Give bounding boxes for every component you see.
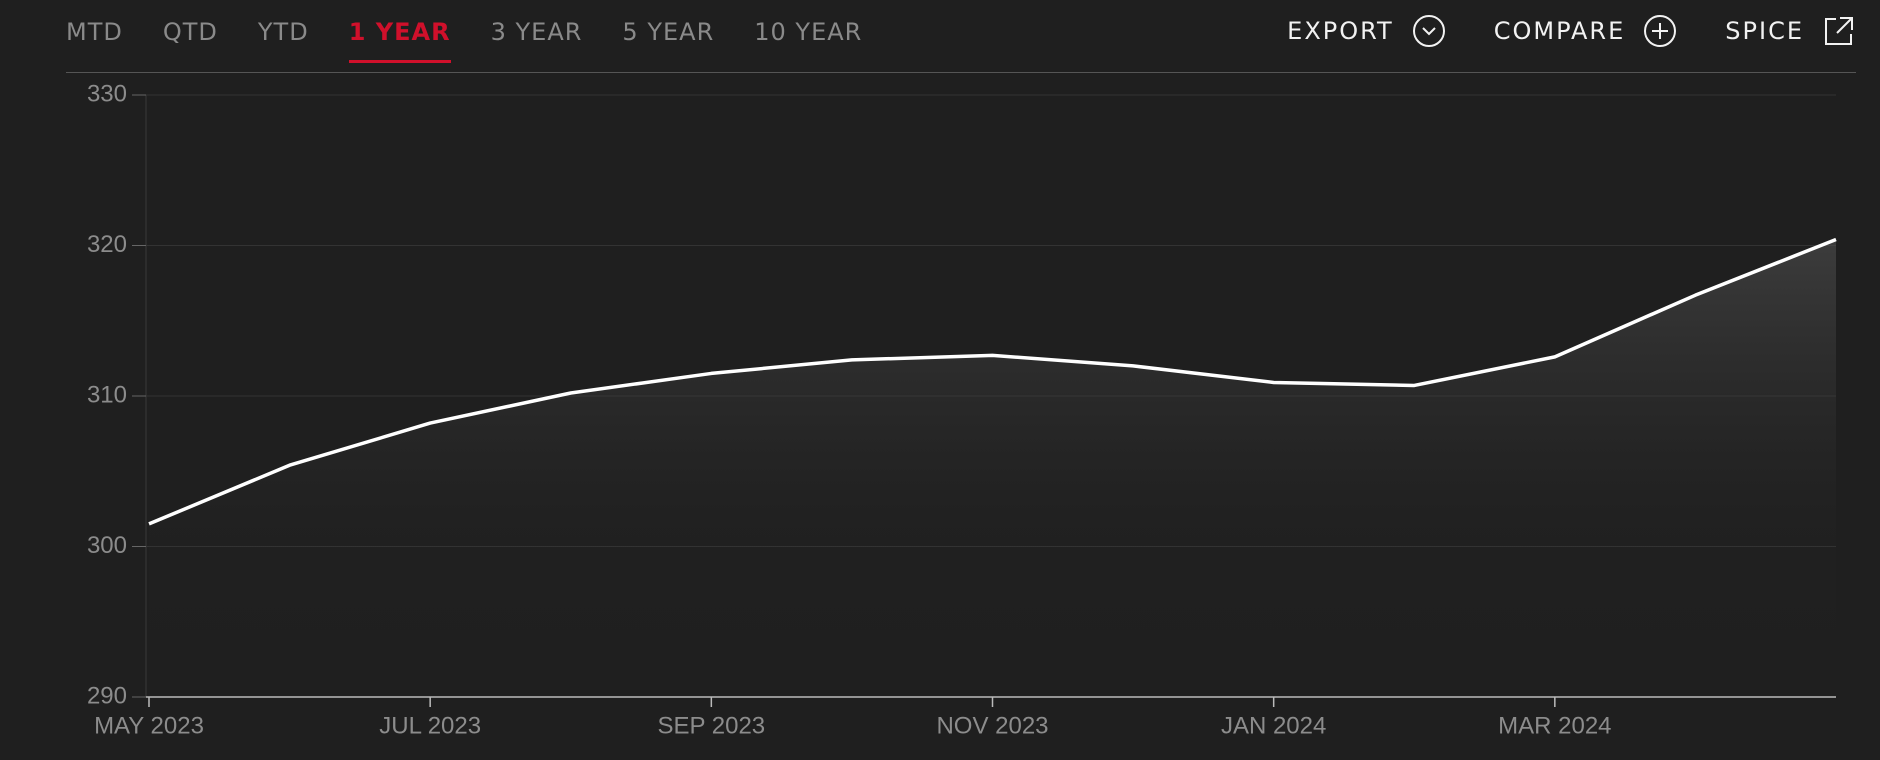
range-tab[interactable]: 10 YEAR [754, 18, 863, 46]
icon [1412, 15, 1445, 47]
range-tabs: MTD QTD YTD 1 YEAR 3 YEAR 5 YEAR 10 YEAR [66, 18, 862, 63]
y-tick-label: 310 [87, 381, 127, 408]
range-tab[interactable]: 1 YEAR [348, 18, 451, 63]
line [148, 237, 1837, 526]
x-tick-label: MAR 2024 [1498, 712, 1611, 739]
action-label: SPICE [1725, 17, 1804, 45]
actions: EXPORT COMPARE SPICE [1287, 14, 1856, 48]
icon [1825, 17, 1853, 45]
range-tab[interactable]: 3 YEAR [490, 18, 583, 46]
spice-button[interactable]: SPICE [1725, 14, 1856, 48]
y-tick-label: 330 [87, 80, 127, 107]
area [149, 239, 1836, 698]
y-tick-label: 290 [87, 682, 127, 709]
action-label: EXPORT [1287, 17, 1394, 45]
y-tick-label: 300 [87, 532, 127, 559]
range-tab[interactable]: MTD [66, 18, 123, 46]
x-tick-label: SEP 2023 [658, 712, 766, 739]
x-tick-label: JAN 2024 [1221, 712, 1326, 739]
range-tab[interactable]: YTD [257, 18, 309, 46]
x-tick-label: MAY 2023 [94, 712, 204, 739]
compare-button[interactable]: COMPARE [1494, 14, 1678, 48]
range-tab[interactable]: 5 YEAR [622, 18, 715, 46]
divider [66, 72, 1856, 73]
y-tick-label: 320 [87, 231, 127, 258]
x-tick-label: NOV 2023 [936, 712, 1048, 739]
x-tick-label: JUL 2023 [379, 712, 481, 739]
range-tab[interactable]: QTD [162, 18, 218, 46]
action-label: COMPARE [1493, 17, 1626, 45]
icon [1644, 15, 1677, 47]
export-button[interactable]: EXPORT [1287, 14, 1446, 48]
